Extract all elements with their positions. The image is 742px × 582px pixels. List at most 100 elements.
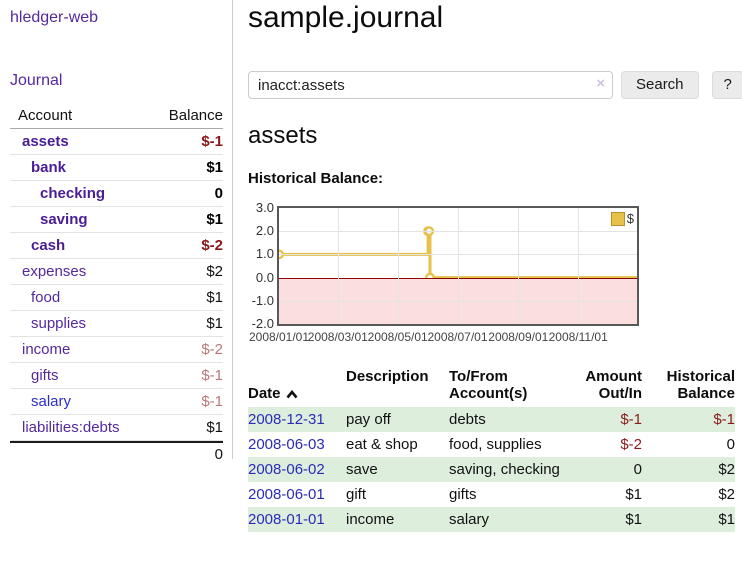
x-axis-label: 2008/07/01 [427, 330, 488, 344]
search-button[interactable]: Search [621, 71, 699, 99]
column-header-amount: Amount Out/In [585, 368, 642, 402]
x-axis-label: 2008/11/01 [548, 330, 608, 344]
sort-ascending-icon [286, 389, 298, 399]
account-row: food $1 [10, 285, 223, 311]
legend-swatch-icon [610, 211, 625, 226]
column-header-accounts: To/From Account(s) [449, 368, 528, 402]
sidebar-account-gifts[interactable]: gifts [31, 367, 59, 384]
account-row: assets $-1 [10, 129, 223, 155]
account-balance: $-1 [201, 133, 223, 150]
y-axis-label: 2.0 [255, 223, 274, 239]
vertical-gridline [578, 208, 580, 324]
transactions-table: Date Description To/From Account(s) Amou… [248, 366, 735, 532]
search-box: × [248, 71, 613, 99]
transaction-description-cell: eat & shop [346, 436, 418, 453]
account-row: gifts $-1 [10, 363, 223, 389]
account-row: expenses $2 [10, 259, 223, 285]
account-balance: 0 [214, 185, 223, 202]
vertical-gridline [518, 208, 520, 324]
transaction-amount-cell: $1 [625, 486, 642, 503]
transaction-accounts-cell: saving, checking [449, 461, 560, 478]
transactions-header-row: Date Description To/From Account(s) Amou… [248, 366, 735, 407]
account-row: saving $1 [10, 207, 223, 233]
account-row: supplies $1 [10, 311, 223, 337]
sidebar-account-saving[interactable]: saving [40, 211, 88, 228]
transaction-amount-cell: $1 [625, 511, 642, 528]
sidebar-account-assets[interactable]: assets [22, 133, 69, 150]
account-balance: $1 [206, 315, 223, 332]
accounts-table-header: Account Balance [10, 104, 223, 129]
sidebar-account-liabilities-debts[interactable]: liabilities:debts [22, 419, 120, 436]
sidebar-account-cash[interactable]: cash [31, 237, 66, 254]
accounts-table: Account Balance assets $-1 bank $1 checking 0… [10, 104, 223, 466]
transaction-date-cell: 2008-01-01 [248, 507, 346, 532]
vertical-gridline [457, 208, 459, 324]
y-axis-label: 0.0 [255, 269, 274, 285]
app-brand-link[interactable]: hledger-web [10, 9, 99, 26]
account-balance: $-1 [201, 367, 223, 384]
column-header-description: Description [346, 368, 429, 385]
account-balance: $1 [206, 211, 223, 228]
sidebar-account-bank[interactable]: bank [31, 159, 67, 176]
sidebar-account-salary[interactable]: salary [31, 393, 72, 410]
account-balance: $-1 [201, 393, 223, 410]
transaction-amount-cell: $-1 [620, 411, 642, 428]
account-row: liabilities:debts $1 [10, 415, 223, 441]
horizontal-gridline [279, 254, 637, 256]
accounts-header-account: Account [18, 107, 73, 124]
search-input[interactable] [248, 71, 613, 99]
sidebar-account-supplies[interactable]: supplies [31, 315, 87, 332]
transaction-balance-cell: $2 [718, 461, 735, 478]
vertical-gridline [397, 208, 399, 324]
transaction-date-link[interactable]: 2008-06-03 [248, 436, 325, 453]
transaction-date-link[interactable]: 2008-06-02 [248, 461, 325, 478]
transaction-balance-cell: $2 [718, 486, 735, 503]
transaction-balance-cell: $1 [718, 511, 735, 528]
sidebar-account-checking[interactable]: checking [40, 185, 106, 202]
y-axis-label: -1.0 [251, 292, 274, 308]
transaction-description-cell: pay off [346, 411, 391, 428]
sidebar-item-journal[interactable]: Journal [10, 72, 63, 89]
x-axis-label: 2008/05/01 [367, 330, 428, 344]
sidebar-account-food[interactable]: food [31, 289, 61, 306]
transaction-date-link[interactable]: 2008-01-01 [248, 511, 325, 528]
transaction-date-cell: 2008-06-01 [248, 482, 346, 507]
x-axis-label: 2008/01/01 [248, 330, 310, 344]
search-bar: × Search ? [248, 71, 742, 99]
sidebar-account-expenses[interactable]: expenses [22, 263, 87, 280]
transaction-date-cell: 2008-06-02 [248, 457, 346, 482]
balance-chart: 3.0 2.0 1.0 0.0 -1.0 -2.0 $ 2008/01/01 2008/03… [248, 200, 678, 346]
transaction-row: 2008-12-31 pay off debts $-1 $-1 [248, 407, 735, 432]
column-header-date[interactable]: Date [248, 366, 346, 407]
transaction-amount-cell: 0 [633, 461, 642, 478]
transaction-row: 2008-06-02 save saving, checking 0 $2 [248, 457, 735, 482]
transaction-accounts-cell: gifts [449, 486, 477, 503]
sidebar: hledger-web Journal Account Balance asse… [0, 0, 233, 463]
transaction-accounts-cell: salary [449, 511, 490, 528]
account-heading: assets [248, 122, 318, 149]
page-title: sample.journal [248, 1, 444, 34]
account-balance: $-2 [201, 237, 223, 254]
account-row: salary $-1 [10, 389, 223, 415]
y-axis-label: 1.0 [255, 246, 274, 262]
accounts-header-balance: Balance [168, 107, 223, 124]
account-balance: $1 [206, 419, 223, 436]
transaction-balance-cell: 0 [726, 436, 735, 453]
account-row: checking 0 [10, 181, 223, 207]
transaction-amount-cell: $-2 [620, 436, 642, 453]
chart-heading: Historical Balance: [248, 170, 384, 187]
transaction-row: 2008-06-01 gift gifts $1 $2 [248, 482, 735, 507]
transaction-accounts-cell: debts [449, 411, 486, 428]
column-header-date-label: Date [248, 385, 281, 402]
help-button[interactable]: ? [711, 71, 742, 99]
sidebar-account-income[interactable]: income [22, 341, 71, 358]
y-axis-label: 3.0 [255, 200, 274, 215]
transaction-date-link[interactable]: 2008-12-31 [248, 411, 325, 428]
transaction-date-cell: 2008-12-31 [248, 407, 346, 432]
accounts-total-row: 0 [10, 441, 223, 466]
transaction-row: 2008-01-01 income salary $1 $1 [248, 507, 735, 532]
clear-search-icon[interactable]: × [596, 75, 605, 92]
accounts-total-value: 0 [214, 446, 223, 463]
transaction-date-link[interactable]: 2008-06-01 [248, 486, 325, 503]
transaction-row: 2008-06-03 eat & shop food, supplies $-2 0 [248, 432, 735, 457]
